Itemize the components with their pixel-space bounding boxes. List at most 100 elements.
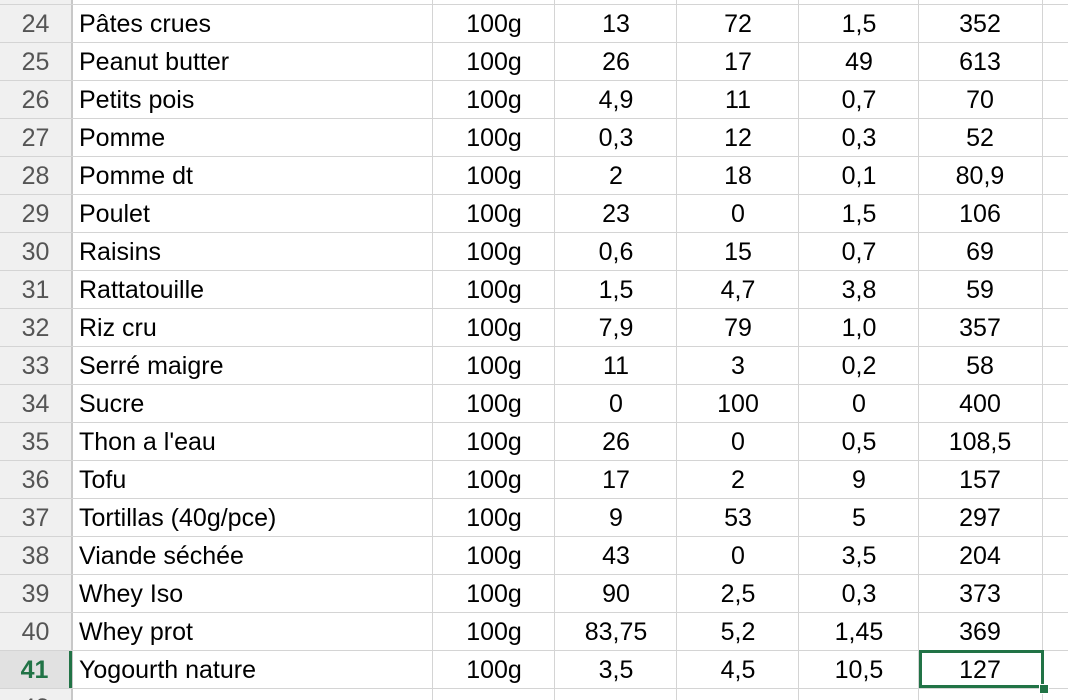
cell-unit[interactable]: 100g [466,352,522,380]
row-header[interactable]: 26 [0,81,72,118]
cell-kcal[interactable]: 59 [966,276,994,304]
cell-protein[interactable]: 23 [602,200,630,228]
row-header[interactable]: 33 [0,347,72,384]
row-header[interactable]: 30 [0,233,72,270]
cell-unit[interactable]: 100g [466,162,522,190]
cell-protein[interactable]: 17 [602,466,630,494]
cell-protein[interactable]: 13 [602,10,630,38]
cell-carbs[interactable]: 72 [724,10,752,38]
cell-fat[interactable]: 1,5 [841,200,877,228]
cell-protein[interactable]: 26 [602,428,630,456]
cell-kcal[interactable]: 80,9 [955,162,1005,190]
cell-protein[interactable]: 7,9 [598,314,634,342]
cell-unit[interactable]: 100g [466,276,522,304]
cell-kcal[interactable]: 297 [959,504,1001,532]
cell-fat[interactable]: 10,5 [834,656,884,684]
cell-carbs[interactable]: 18 [724,162,752,190]
cell-protein[interactable]: 83,75 [584,618,648,646]
row-header[interactable]: 34 [0,385,72,422]
cell-fat[interactable]: 0,1 [841,162,877,190]
cell-food-name[interactable]: Peanut butter [79,48,230,76]
cell-fat[interactable]: 49 [845,48,873,76]
cell-protein[interactable]: 26 [602,48,630,76]
cell-unit[interactable]: 100g [466,10,522,38]
cell-food-name[interactable]: Tofu [79,466,127,494]
cell-fat[interactable]: 0,7 [841,86,877,114]
cell-unit[interactable]: 100g [466,428,522,456]
cell-food-name[interactable]: Rattatouille [79,276,205,304]
cell-protein[interactable]: 0,3 [598,124,634,152]
row-header[interactable]: 27 [0,119,72,156]
cell-unit[interactable]: 100g [466,580,522,608]
cell-carbs[interactable]: 15 [724,238,752,266]
fill-handle[interactable] [1039,684,1049,694]
cell-unit[interactable]: 100g [466,238,522,266]
cell-food-name[interactable]: Thon a l'eau [79,428,216,456]
cell-unit[interactable]: 100g [466,656,522,684]
cell-unit[interactable]: 100g [466,466,522,494]
cell-fat[interactable]: 1,0 [841,314,877,342]
cell-food-name[interactable]: Whey prot [79,618,193,646]
cell-protein[interactable]: 43 [602,542,630,570]
cell-carbs[interactable]: 2,5 [720,580,756,608]
cell-carbs[interactable]: 12 [724,124,752,152]
cell-fat[interactable]: 1,45 [834,618,884,646]
cell-kcal[interactable]: 69 [966,238,994,266]
row-header[interactable]: 38 [0,537,72,574]
row-header[interactable]: 40 [0,613,72,650]
cell-unit[interactable]: 100g [466,200,522,228]
cell-carbs[interactable]: 4,7 [720,276,756,304]
cell-protein[interactable]: 2 [609,162,623,190]
cell-protein[interactable]: 11 [603,352,629,380]
cell-kcal[interactable]: 613 [959,48,1001,76]
cell-carbs[interactable]: 3 [731,352,745,380]
cell-carbs[interactable]: 11 [725,86,751,114]
row-header[interactable]: 41 [0,651,72,688]
cell-fat[interactable]: 9 [852,466,866,494]
row-header[interactable]: 39 [0,575,72,612]
row-header[interactable]: 28 [0,157,72,194]
cell-carbs[interactable]: 0 [731,428,745,456]
cell-unit[interactable]: 100g [466,390,522,418]
cell-fat[interactable]: 0,7 [841,238,877,266]
cell-food-name[interactable]: Riz cru [79,314,157,342]
cell-food-name[interactable]: Raisins [79,238,161,266]
cell-unit[interactable]: 100g [466,618,522,646]
row-header[interactable]: 29 [0,195,72,232]
cell-unit[interactable]: 100g [466,504,522,532]
cell-kcal[interactable]: 106 [959,200,1001,228]
cell-unit[interactable]: 100g [466,48,522,76]
cell-fat[interactable]: 5 [852,504,866,532]
cell-fat[interactable]: 0,2 [841,352,877,380]
cell-carbs[interactable]: 0 [731,200,745,228]
cell-kcal[interactable]: 400 [959,390,1001,418]
cell-fat[interactable]: 0 [852,390,866,418]
cell-protein[interactable]: 90 [602,580,630,608]
row-header[interactable]: 35 [0,423,72,460]
cell-unit[interactable]: 100g [466,542,522,570]
cell-protein[interactable]: 0 [609,390,623,418]
cell-food-name[interactable]: Serré maigre [79,352,224,380]
cell-fat[interactable]: 3,5 [841,542,877,570]
cell-carbs[interactable]: 5,2 [720,618,756,646]
cell-protein[interactable]: 4,9 [598,86,634,114]
cell-food-name[interactable]: Pâtes crues [79,10,212,38]
cell-kcal[interactable]: 357 [959,314,1001,342]
cell-kcal[interactable]: 369 [959,618,1001,646]
cell-unit[interactable]: 100g [466,86,522,114]
cell-food-name[interactable]: Tortillas (40g/pce) [79,504,277,532]
cell-protein[interactable]: 0,6 [598,238,634,266]
cell-fat[interactable]: 0,5 [841,428,877,456]
cell-unit[interactable]: 100g [466,314,522,342]
cell-carbs[interactable]: 0 [731,542,745,570]
cell-kcal[interactable]: 157 [959,466,1001,494]
cell-food-name[interactable]: Yogourth nature [79,656,257,684]
cell-fat[interactable]: 0,3 [841,580,877,608]
cell-kcal[interactable]: 352 [959,10,1001,38]
active-cell-border[interactable] [919,650,1044,688]
cell-carbs[interactable]: 2 [731,466,745,494]
cell-food-name[interactable]: Pomme dt [79,162,193,190]
cell-food-name[interactable]: Whey Iso [79,580,184,608]
cell-food-name[interactable]: Petits pois [79,86,195,114]
